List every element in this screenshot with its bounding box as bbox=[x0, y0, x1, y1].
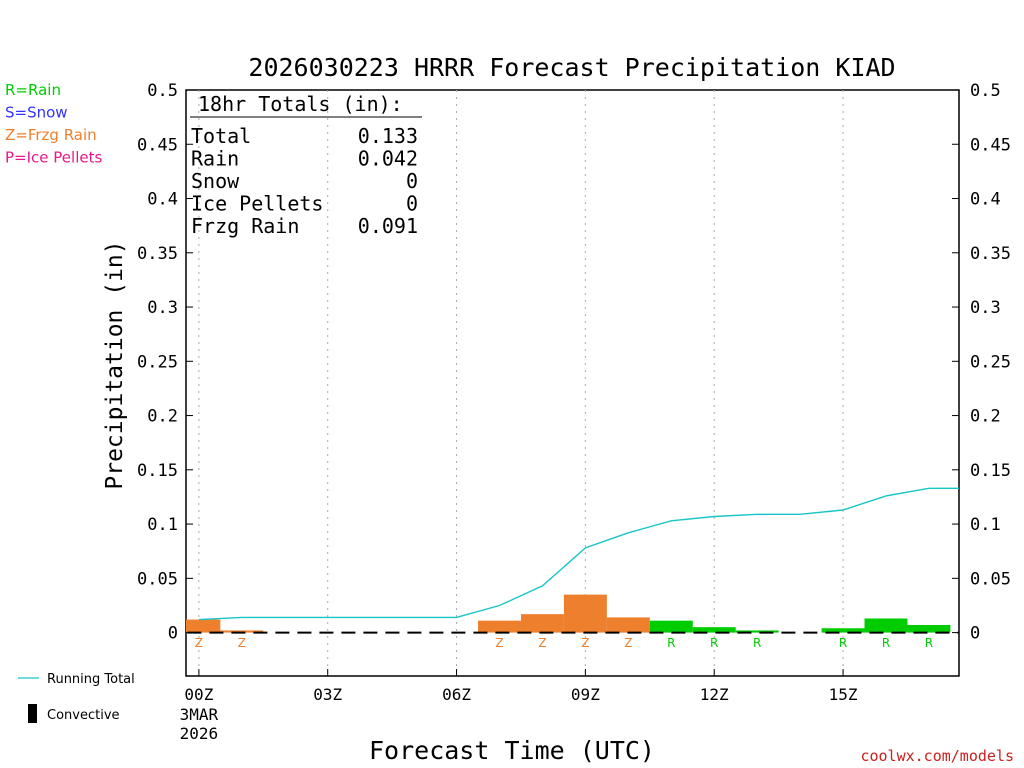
x-tick-label: 15Z bbox=[829, 685, 858, 704]
precip-type-marker: R bbox=[710, 636, 718, 650]
chart-title: 2026030223 HRRR Forecast Precipitation K… bbox=[248, 53, 895, 82]
y-tick-label-right: 0.05 bbox=[970, 569, 1011, 589]
y-tick-label-right: 0.35 bbox=[970, 244, 1011, 264]
credit-link[interactable]: coolwx.com/models bbox=[860, 747, 1014, 765]
precip-type-legend-item: S=Snow bbox=[5, 104, 68, 122]
grid-lines bbox=[198, 90, 844, 676]
precip-type-marker: Z bbox=[495, 636, 503, 650]
totals-row-label: Snow bbox=[191, 169, 240, 193]
y-tick-label-right: 0.15 bbox=[970, 461, 1011, 481]
y-tick-label-right: 0 bbox=[970, 624, 980, 644]
convective-legend-swatch bbox=[28, 704, 37, 723]
running-total-legend-label: Running Total bbox=[47, 672, 135, 687]
running-total-line bbox=[198, 487, 959, 621]
totals-row-value: 0 bbox=[406, 192, 418, 216]
precip-bar bbox=[821, 628, 865, 633]
precip-bar bbox=[520, 614, 564, 633]
x-tick-label: 06Z bbox=[442, 685, 471, 704]
totals-row-label: Frzg Rain bbox=[191, 214, 299, 238]
y-tick-label-right: 0.1 bbox=[970, 515, 1001, 535]
precip-type-marker: R bbox=[839, 636, 847, 650]
precip-type-marker: Z bbox=[624, 636, 632, 650]
totals-row-label: Ice Pellets bbox=[191, 192, 323, 216]
y-tick-label-left: 0.1 bbox=[147, 515, 178, 535]
y-tick-label-left: 0.15 bbox=[137, 461, 178, 481]
precip-bar bbox=[649, 620, 693, 633]
precip-bar bbox=[220, 630, 264, 633]
y-tick-label-right: 0.25 bbox=[970, 352, 1011, 372]
precip-bar bbox=[864, 618, 908, 633]
precip-type-marker: R bbox=[925, 636, 933, 650]
y-tick-label-right: 0.4 bbox=[970, 190, 1001, 210]
precip-type-legend-item: R=Rain bbox=[5, 81, 61, 99]
y-tick-label-left: 0.25 bbox=[137, 352, 178, 372]
y-tick-label-left: 0.2 bbox=[147, 407, 178, 427]
precip-type-marker: Z bbox=[581, 636, 589, 650]
y-axis-label: Precipitation (in) bbox=[102, 240, 128, 489]
precip-type-marker: R bbox=[753, 636, 761, 650]
y-tick-label-left: 0.3 bbox=[147, 298, 178, 318]
precip-bar bbox=[186, 619, 221, 633]
x-tick-label: 03Z bbox=[313, 685, 342, 704]
y-tick-label-right: 0.5 bbox=[970, 81, 1001, 101]
precip-type-legend-item: Z=Frzg Rain bbox=[5, 126, 97, 144]
precip-type-legend-item: P=Ice Pellets bbox=[5, 149, 102, 167]
totals-row-value: 0.091 bbox=[358, 214, 418, 238]
precip-bar bbox=[692, 627, 736, 633]
totals-row-value: 0.042 bbox=[358, 147, 418, 171]
precip-type-marker: Z bbox=[195, 636, 203, 650]
y-tick-label-left: 0.4 bbox=[147, 190, 178, 210]
x-tick-label: 00Z bbox=[184, 685, 213, 704]
y-axis-ticks: 0.5 0.5 0.45 0.45 0.4 0.4 0.35 0.35 0.3 0.3 0.25 0.… bbox=[137, 81, 1011, 644]
y-tick-label-right: 0.2 bbox=[970, 407, 1001, 427]
precip-bar bbox=[907, 624, 951, 633]
x-tick-label: 09Z bbox=[571, 685, 600, 704]
x-tick-date-label: 3MAR bbox=[180, 705, 219, 724]
totals-row-label: Rain bbox=[191, 147, 239, 171]
precip-type-marker: R bbox=[882, 636, 890, 650]
y-tick-label-left: 0 bbox=[168, 624, 178, 644]
totals-box: 18hr Totals (in): Total 0.133 Rain 0.042 Sno… bbox=[190, 92, 422, 238]
precip-bar bbox=[606, 617, 650, 633]
convective-legend-label: Convective bbox=[47, 708, 120, 723]
precip-bar bbox=[735, 630, 779, 633]
precip-bar bbox=[563, 594, 607, 633]
totals-row-value: 0.133 bbox=[358, 124, 418, 148]
precip-bar bbox=[478, 620, 521, 633]
y-tick-label-left: 0.05 bbox=[137, 569, 178, 589]
y-tick-label-left: 0.35 bbox=[137, 244, 178, 264]
x-tick-label: 12Z bbox=[700, 685, 729, 704]
plot-frame bbox=[185, 89, 960, 677]
precip-type-marker: R bbox=[667, 636, 675, 650]
series-legend: Running Total Convective bbox=[18, 672, 135, 723]
y-tick-label-right: 0.45 bbox=[970, 135, 1011, 155]
precip-type-marker: Z bbox=[538, 636, 546, 650]
y-tick-label-left: 0.45 bbox=[137, 135, 178, 155]
precip-type-legend: R=Rain S=Snow Z=Frzg Rain P=Ice Pellets bbox=[5, 81, 102, 167]
totals-row-value: 0 bbox=[406, 169, 418, 193]
totals-row-label: Total bbox=[191, 124, 251, 148]
precip-bars bbox=[186, 594, 951, 633]
y-tick-label-right: 0.3 bbox=[970, 298, 1001, 318]
y-tick-label-left: 0.5 bbox=[147, 81, 178, 101]
precip-type-marker: Z bbox=[238, 636, 246, 650]
x-tick-year-label: 2026 bbox=[180, 724, 219, 743]
running-total-polyline bbox=[198, 487, 959, 621]
totals-heading: 18hr Totals (in): bbox=[198, 92, 403, 116]
x-axis-label: Forecast Time (UTC) bbox=[369, 736, 655, 765]
